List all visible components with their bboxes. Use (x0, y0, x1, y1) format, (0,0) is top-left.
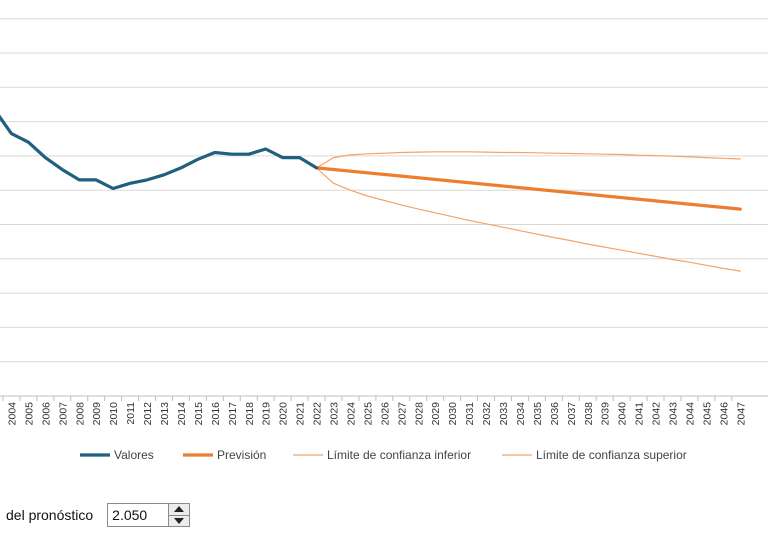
x-tick-label: 2047 (735, 402, 747, 426)
x-tick-label: 2028 (413, 402, 425, 426)
x-tick-label: 2023 (329, 402, 341, 426)
gridlines (0, 18, 768, 363)
x-tick-label: 2033 (498, 402, 510, 426)
forecast-end-spinbox[interactable] (107, 503, 191, 527)
spin-up-button[interactable] (169, 504, 190, 515)
x-tick-label: 2034 (515, 402, 527, 426)
x-tick-label: 2019 (261, 402, 273, 426)
x-tick-label: 2037 (566, 402, 578, 426)
spin-down-button[interactable] (169, 514, 190, 526)
x-tick-label: 2031 (464, 402, 476, 426)
x-tick-label: 2032 (481, 402, 493, 426)
x-tick-label: 2005 (23, 402, 35, 426)
x-tick-label: 2021 (295, 402, 307, 426)
legend-label: Valores (114, 448, 154, 462)
x-tick-label: 2042 (651, 402, 663, 426)
x-tick-label: 2014 (176, 402, 188, 426)
x-tick-label: 2022 (312, 402, 324, 426)
x-tick-label: 2038 (583, 402, 595, 426)
legend-item[interactable]: Valores (80, 448, 154, 462)
arrow-down-icon (174, 517, 185, 524)
series-line-previsi-n (315, 166, 742, 211)
forecast-chart: 2003 2004 2005 2006 2007 2008 2009 2010 2011 2012… (0, 18, 768, 462)
legend-label: Límite de confianza superior (536, 448, 687, 462)
x-tick-label: 2010 (108, 402, 120, 426)
legend-item[interactable]: Previsión (183, 448, 266, 462)
x-tick-label: 2009 (91, 402, 103, 426)
x-tick-label: 2007 (57, 402, 69, 426)
legend-item[interactable]: Límite de confianza inferior (293, 448, 471, 462)
x-tick-label: 2036 (549, 402, 561, 426)
x-tick-label: 2015 (193, 402, 205, 426)
chart-legend[interactable]: Valores Previsión Límite de confianza infe… (80, 448, 687, 462)
x-tick-label: 2046 (718, 402, 730, 426)
legend-label: Límite de confianza inferior (327, 448, 471, 462)
forecast-end-spinner[interactable] (168, 504, 190, 526)
x-axis-tick-labels: 2003 2004 2005 2006 2007 2008 2009 2010 2011 2012… (0, 396, 747, 425)
x-tick-label: 2029 (430, 402, 442, 426)
chart-series (0, 114, 742, 272)
x-tick-label: 2043 (668, 402, 680, 426)
x-tick-label: 2040 (617, 402, 629, 426)
x-tick-label: 2024 (345, 402, 357, 426)
forecast-end-input[interactable] (108, 504, 169, 526)
x-tick-label: 2027 (396, 402, 408, 426)
forecast-end-row: del pronóstico (0, 502, 191, 528)
x-tick-label: 2003 (0, 402, 2, 426)
legend-label: Previsión (217, 448, 266, 462)
x-tick-label: 2018 (244, 402, 256, 426)
x-tick-label: 2039 (600, 402, 612, 426)
x-tick-label: 2030 (447, 402, 459, 426)
legend-item[interactable]: Límite de confianza superior (502, 448, 687, 462)
x-tick-label: 2041 (634, 402, 646, 426)
series-line-l-mite-de-confianza-inferior (316, 167, 741, 272)
x-tick-label: 2011 (125, 402, 137, 425)
x-tick-label: 2012 (142, 402, 154, 426)
x-tick-label: 2044 (684, 402, 696, 426)
x-tick-label: 2013 (159, 402, 171, 426)
x-tick-label: 2006 (40, 402, 52, 426)
x-tick-label: 2017 (227, 402, 239, 426)
series-line-l-mite-de-confianza-superior (316, 151, 741, 169)
x-tick-label: 2035 (532, 402, 544, 426)
forecast-end-label: del pronóstico (6, 507, 94, 523)
series-line-valores (0, 114, 319, 191)
x-tick-label: 2045 (701, 402, 713, 426)
x-tick-label: 2016 (210, 402, 222, 426)
arrow-up-icon (174, 506, 185, 513)
x-tick-label: 2026 (379, 402, 391, 426)
x-tick-label: 2004 (6, 402, 18, 426)
x-tick-label: 2025 (362, 402, 374, 426)
x-tick-label: 2020 (278, 402, 290, 426)
x-tick-label: 2008 (74, 402, 86, 426)
